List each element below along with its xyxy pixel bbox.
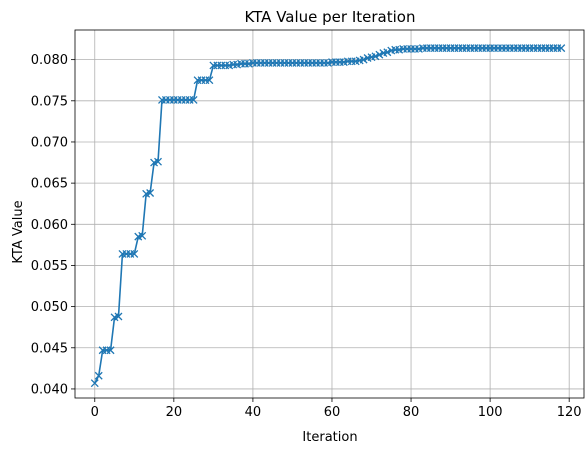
grid: [75, 30, 584, 398]
x-tick-label: 20: [166, 405, 183, 420]
data-point-marker: [106, 346, 115, 355]
series-layer: [90, 44, 566, 388]
data-point-marker: [90, 379, 99, 388]
data-point-marker: [371, 52, 380, 61]
plot-frame: [74, 29, 585, 399]
ticks: 0 20 40 60 80 100 120 0.040 0.045 0.050 0.055 0.060…: [31, 53, 582, 420]
y-tick-label: 0.070: [31, 135, 68, 150]
x-axis-label: Iteration: [302, 430, 357, 445]
data-point-marker: [146, 189, 155, 197]
data-point-marker: [557, 44, 566, 53]
x-tick-label: 40: [245, 405, 262, 420]
x-tick-label: 80: [403, 405, 420, 420]
y-tick-label: 0.045: [31, 341, 68, 356]
y-tick-label: 0.040: [31, 382, 68, 397]
data-point-marker: [138, 231, 147, 240]
x-tick-label: 120: [557, 405, 582, 420]
y-axis-label: KTA Value: [11, 200, 26, 263]
data-point-marker: [130, 249, 139, 258]
data-point-marker: [154, 157, 162, 166]
y-tick-label: 0.065: [31, 177, 68, 192]
data-point-marker: [359, 55, 368, 64]
data-point-marker: [375, 50, 384, 59]
y-tick-label: 0.080: [31, 53, 68, 68]
data-point-marker: [114, 312, 123, 321]
chart-title: KTA Value per Iteration: [245, 8, 416, 26]
x-tick-label: 100: [478, 405, 503, 420]
data-point-marker: [94, 371, 103, 380]
y-tick-label: 0.075: [31, 94, 68, 109]
y-tick-label: 0.060: [31, 218, 68, 233]
y-tick-label: 0.050: [31, 300, 68, 315]
data-point-marker: [383, 48, 392, 57]
y-tick-label: 0.055: [31, 259, 68, 274]
data-point-marker: [189, 96, 198, 104]
data-point-marker: [205, 76, 214, 85]
x-tick-label: 0: [91, 405, 99, 420]
x-tick-label: 60: [324, 405, 341, 420]
